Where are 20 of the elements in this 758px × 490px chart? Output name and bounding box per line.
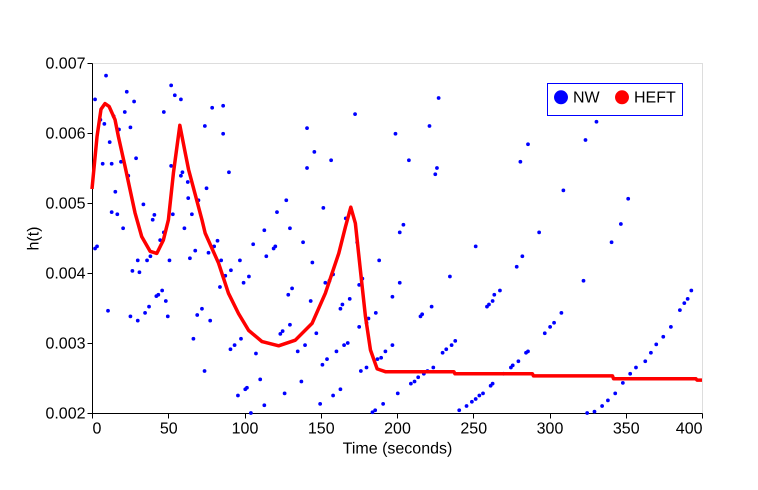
x-tick-label: 100 (232, 420, 258, 438)
line-series (90, 102, 704, 382)
x-tick-label: 50 (160, 420, 178, 438)
y-tick-label: 0.006 (45, 126, 86, 142)
y-tick-label: 0.004 (45, 266, 86, 282)
x-axis-title: Time (seconds) (342, 440, 452, 458)
legend-label: HEFT (634, 89, 676, 106)
x-tick-label: 250 (460, 420, 488, 438)
y-tick-label: 0.002 (45, 406, 86, 422)
x-tick-label: 400 (676, 420, 703, 438)
y-axis-title: h(t) (25, 226, 42, 250)
x-tick-label: 0 (92, 420, 102, 438)
x-tick-label: 150 (308, 420, 335, 438)
y-tick-label: 0.003 (45, 336, 86, 352)
x-tick-label: 200 (384, 420, 411, 438)
y-tick-label: 0.005 (45, 196, 86, 212)
x-tick-label: 300 (536, 420, 564, 438)
legend-label: NW (573, 89, 601, 106)
x-tick-label: 350 (612, 420, 640, 438)
y-tick-label: 0.007 (45, 56, 86, 72)
